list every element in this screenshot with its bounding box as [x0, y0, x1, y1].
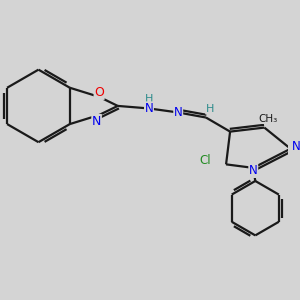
Text: H: H: [145, 94, 153, 104]
Text: Cl: Cl: [199, 154, 211, 167]
Text: O: O: [94, 86, 104, 99]
Text: N: N: [92, 115, 101, 128]
Text: CH₃: CH₃: [259, 113, 278, 124]
Text: N: N: [249, 164, 258, 177]
Text: N: N: [145, 102, 153, 115]
Text: N: N: [292, 140, 300, 153]
Text: H: H: [206, 104, 214, 114]
Text: N: N: [174, 106, 183, 119]
